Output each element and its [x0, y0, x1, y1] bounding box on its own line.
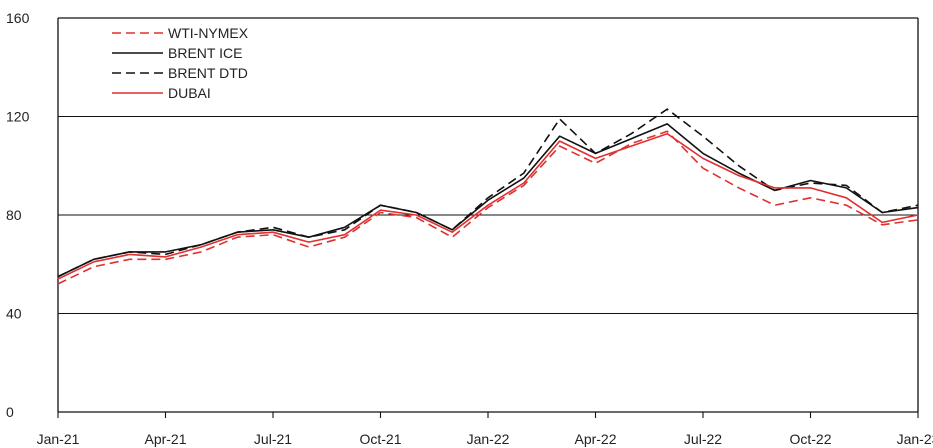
- x-tick-label: Oct-22: [789, 431, 831, 447]
- series-line-dubai: [57, 132, 919, 280]
- x-tick-label: Apr-21: [144, 431, 186, 447]
- x-tick-label: Apr-22: [574, 431, 616, 447]
- y-tick-label: 80: [6, 207, 22, 223]
- x-axis-ticks: Jan-21 Apr-21 Jul-21 Oct-21 Jan-22 Apr-22 Jul-…: [37, 412, 933, 447]
- y-tick-label: 40: [6, 306, 22, 322]
- x-tick-label: Jul-22: [684, 431, 722, 447]
- x-tick-label: Oct-21: [359, 431, 401, 447]
- x-tick-label: Jan-23: [897, 431, 933, 447]
- legend-label: WTI-NYMEX: [168, 25, 249, 41]
- legend-label: DUBAI: [168, 85, 211, 101]
- legend-label: BRENT ICE: [168, 45, 242, 61]
- x-tick-label: Jan-21: [37, 431, 80, 447]
- x-tick-label: Jan-22: [467, 431, 510, 447]
- series-lines: [57, 108, 919, 285]
- y-axis-ticks: 0 40 80 120 160: [6, 10, 30, 420]
- series-line-brent-ice: [57, 123, 919, 278]
- legend-label: BRENT DTD: [168, 65, 248, 81]
- y-tick-label: 0: [6, 404, 14, 420]
- y-tick-label: 120: [6, 109, 30, 125]
- grid-lines: [58, 115, 918, 315]
- series-line-brent-dtd: [57, 108, 919, 278]
- x-tick-label: Jul-21: [254, 431, 292, 447]
- y-tick-label: 160: [6, 10, 30, 26]
- legend: WTI-NYMEX BRENT ICE BRENT DTD DUBAI: [112, 25, 249, 101]
- series-line-wti-nymex: [57, 130, 919, 285]
